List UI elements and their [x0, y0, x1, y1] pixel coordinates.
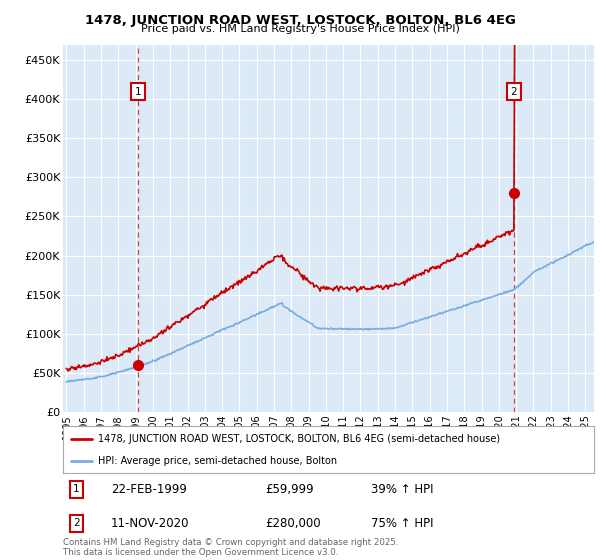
Text: 1478, JUNCTION ROAD WEST, LOSTOCK, BOLTON, BL6 4EG: 1478, JUNCTION ROAD WEST, LOSTOCK, BOLTO… — [85, 14, 515, 27]
Text: 11-NOV-2020: 11-NOV-2020 — [111, 517, 189, 530]
Text: 1478, JUNCTION ROAD WEST, LOSTOCK, BOLTON, BL6 4EG (semi-detached house): 1478, JUNCTION ROAD WEST, LOSTOCK, BOLTO… — [98, 434, 500, 444]
Text: 2: 2 — [73, 518, 80, 528]
Text: 1: 1 — [135, 87, 142, 97]
Text: £280,000: £280,000 — [265, 517, 320, 530]
Text: Contains HM Land Registry data © Crown copyright and database right 2025.
This d: Contains HM Land Registry data © Crown c… — [63, 538, 398, 557]
Text: 2: 2 — [511, 87, 517, 97]
Text: 39% ↑ HPI: 39% ↑ HPI — [371, 483, 433, 496]
Text: 22-FEB-1999: 22-FEB-1999 — [111, 483, 187, 496]
Text: 75% ↑ HPI: 75% ↑ HPI — [371, 517, 433, 530]
Text: 1: 1 — [73, 484, 80, 494]
Text: HPI: Average price, semi-detached house, Bolton: HPI: Average price, semi-detached house,… — [98, 456, 337, 466]
Text: £59,999: £59,999 — [265, 483, 313, 496]
Text: Price paid vs. HM Land Registry's House Price Index (HPI): Price paid vs. HM Land Registry's House … — [140, 24, 460, 34]
